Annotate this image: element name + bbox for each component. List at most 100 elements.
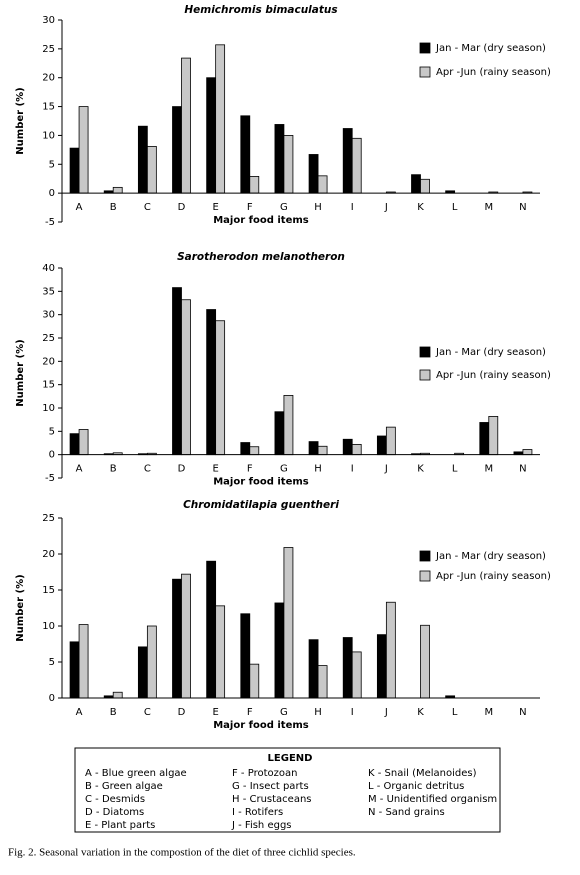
legend-item: A - Blue green algae bbox=[85, 768, 187, 779]
bar bbox=[240, 115, 251, 194]
bar bbox=[522, 449, 533, 456]
bar bbox=[488, 415, 499, 456]
chart-title: Sarotherodon melanotheron bbox=[177, 251, 345, 263]
x-axis-title: Major food items bbox=[213, 720, 309, 731]
x-tick-label: G bbox=[280, 464, 288, 475]
bar bbox=[240, 613, 251, 699]
x-tick-label: D bbox=[178, 202, 186, 213]
x-tick-label: M bbox=[484, 202, 493, 213]
x-tick-label: N bbox=[519, 202, 526, 213]
y-tick-label: 20 bbox=[42, 73, 55, 84]
y-tick-label: 20 bbox=[42, 549, 55, 560]
y-tick-label: 10 bbox=[42, 621, 55, 632]
y-tick-label: -5 bbox=[45, 473, 55, 484]
bar bbox=[206, 560, 217, 699]
y-tick-label: 10 bbox=[42, 403, 55, 414]
bar bbox=[78, 624, 89, 699]
bar bbox=[308, 441, 319, 456]
legend-label: Jan - Mar (dry season) bbox=[435, 347, 546, 358]
legend-box bbox=[74, 747, 501, 833]
legend-label: Jan - Mar (dry season) bbox=[435, 551, 546, 562]
bar bbox=[385, 601, 396, 699]
bar bbox=[112, 691, 123, 699]
bar bbox=[376, 435, 387, 456]
legend-item: L - Organic detritus bbox=[368, 781, 464, 792]
y-tick-label: 40 bbox=[42, 263, 55, 274]
y-axis-title: Number (%) bbox=[15, 574, 26, 641]
x-tick-label: F bbox=[247, 202, 253, 213]
legend-label: Apr -Jun (rainy season) bbox=[436, 370, 551, 381]
x-tick-label: L bbox=[452, 202, 458, 213]
x-tick-label: C bbox=[144, 202, 151, 213]
legend-swatch bbox=[419, 66, 431, 78]
x-tick-label: I bbox=[351, 202, 354, 213]
bar bbox=[206, 309, 217, 456]
x-tick-label: A bbox=[76, 464, 83, 475]
bar bbox=[215, 605, 226, 699]
bar bbox=[146, 145, 157, 194]
x-tick-label: B bbox=[110, 707, 117, 718]
y-tick-label: 15 bbox=[42, 102, 55, 113]
bar bbox=[249, 176, 260, 194]
bar bbox=[249, 446, 260, 456]
bar bbox=[342, 438, 353, 456]
y-tick-label: 30 bbox=[42, 310, 55, 321]
legend-item: D - Diatoms bbox=[85, 807, 144, 818]
x-tick-label: D bbox=[178, 464, 186, 475]
x-tick-label: J bbox=[384, 464, 388, 475]
legend-swatch bbox=[419, 42, 431, 54]
bar bbox=[274, 602, 285, 699]
legend-label: Jan - Mar (dry season) bbox=[435, 43, 546, 54]
x-axis-title: Major food items bbox=[213, 215, 309, 226]
legend-swatch bbox=[419, 570, 431, 582]
bar bbox=[206, 77, 217, 194]
bar bbox=[137, 125, 148, 194]
x-tick-label: B bbox=[110, 202, 117, 213]
bar bbox=[283, 394, 294, 456]
x-tick-label: A bbox=[76, 707, 83, 718]
x-tick-label: D bbox=[178, 707, 186, 718]
x-tick-label: A bbox=[76, 202, 83, 213]
x-tick-label: E bbox=[212, 707, 218, 718]
y-tick-label: 20 bbox=[42, 356, 55, 367]
x-tick-label: E bbox=[212, 202, 218, 213]
x-tick-label: C bbox=[144, 707, 151, 718]
y-tick-label: 10 bbox=[42, 130, 55, 141]
x-tick-label: I bbox=[351, 707, 354, 718]
bar bbox=[215, 44, 226, 194]
x-tick-label: L bbox=[452, 464, 458, 475]
y-tick-label: 0 bbox=[49, 188, 55, 199]
bar bbox=[78, 106, 89, 194]
bar bbox=[342, 128, 353, 194]
y-tick-label: 25 bbox=[42, 513, 55, 524]
x-tick-label: K bbox=[417, 707, 424, 718]
legend-item: C - Desmids bbox=[85, 794, 145, 805]
bar bbox=[420, 624, 430, 699]
legend-item: F - Protozoan bbox=[232, 768, 297, 779]
x-tick-label: G bbox=[280, 202, 288, 213]
x-tick-label: L bbox=[452, 707, 458, 718]
x-tick-label: M bbox=[484, 464, 493, 475]
y-tick-label: 15 bbox=[42, 380, 55, 391]
x-tick-label: J bbox=[384, 707, 388, 718]
x-tick-label: H bbox=[314, 202, 322, 213]
x-tick-label: F bbox=[247, 464, 253, 475]
bar bbox=[146, 625, 157, 699]
x-tick-label: J bbox=[384, 202, 388, 213]
y-tick-label: 5 bbox=[49, 159, 55, 170]
bar bbox=[172, 106, 182, 194]
bar bbox=[215, 320, 226, 456]
bar bbox=[479, 422, 490, 456]
bar bbox=[172, 578, 182, 699]
bar bbox=[181, 57, 191, 194]
y-axis-title: Number (%) bbox=[15, 87, 26, 154]
bar bbox=[283, 547, 294, 699]
y-tick-label: 35 bbox=[42, 286, 55, 297]
y-axis-title: Number (%) bbox=[15, 339, 26, 406]
legend-swatch bbox=[419, 369, 431, 381]
x-tick-label: H bbox=[314, 464, 322, 475]
bar bbox=[274, 124, 285, 194]
bar bbox=[181, 573, 191, 699]
y-tick-label: 15 bbox=[42, 585, 55, 596]
